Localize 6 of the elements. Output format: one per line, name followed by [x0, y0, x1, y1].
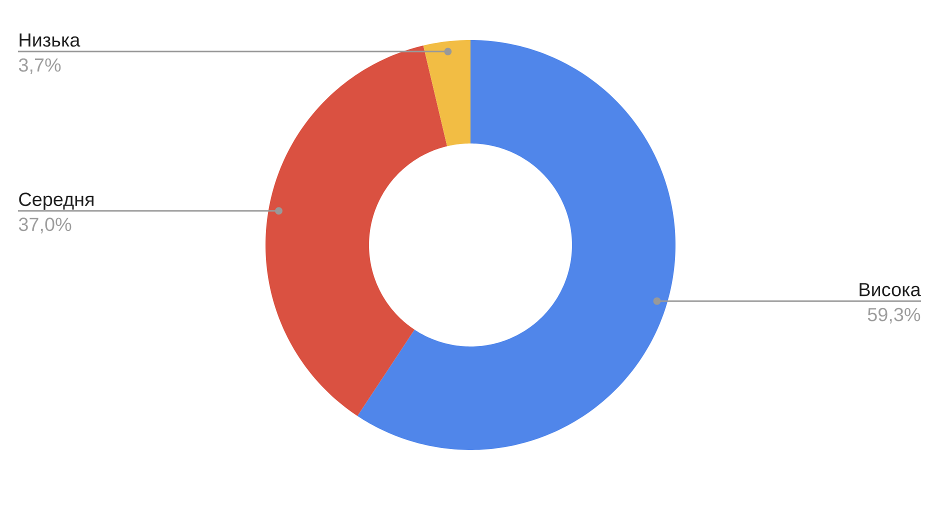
data-label: 59,3%	[868, 308, 920, 324]
slice-label: Середня	[19, 192, 94, 210]
data-label: 3,7%	[18, 58, 61, 74]
data-label: 37,0%	[18, 218, 72, 234]
slice-label: Висока	[860, 283, 921, 296]
slice-label: Низька	[20, 34, 80, 47]
